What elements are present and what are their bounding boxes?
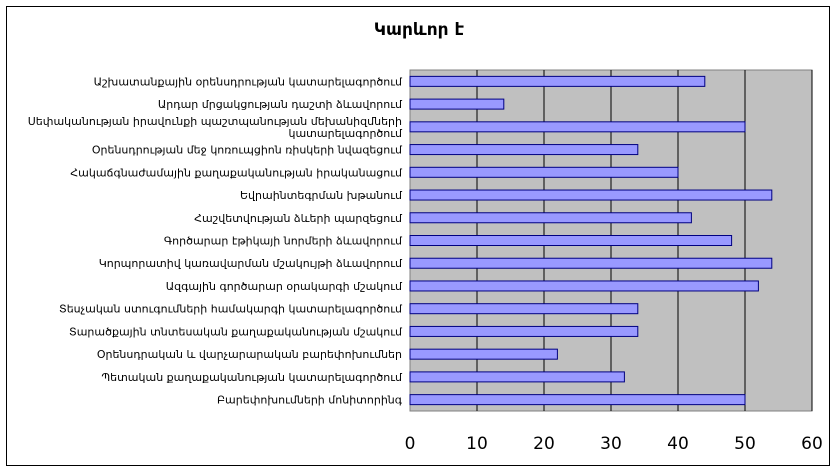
category-label: Բարեփոխումների մոնիտորինգ [217,394,403,407]
category-label: Հակաճգնաժամային քաղաքականության իրականաց… [70,166,403,179]
category-label: Աշխատանքային օրենսդրության կատարելագործո… [94,75,403,88]
category-label: Եվրաինտեգրման խթանում [240,189,403,202]
category-labels: Աշխատանքային օրենսդրության կատարելագործո… [28,75,403,406]
category-label: Տարածքային տնտեսական քաղաքականության մշա… [69,325,403,338]
category-label: Սեփականության իրավունքի պաշտպանության մե… [28,115,403,140]
x-tick-label: 30 [600,434,622,454]
x-tick-label: 20 [533,434,555,454]
x-tick-label: 0 [405,434,416,454]
chart-title: Կարևոր է [373,20,465,40]
bar [409,121,746,133]
category-label: Օրենսդրական և վարչարարական բարեփոխումներ [97,348,402,361]
x-tick-label: 50 [734,434,756,454]
bar [409,394,746,406]
category-label: Գործարար էթիկայի նորմերի ձևավորում [164,235,403,248]
category-label: Տեսչական ստուգումների համակարգի կատարելա… [59,303,403,316]
bar [409,325,639,337]
category-label: Օրենսդրության մեջ կոռուպցիոն ռիսկերի նվա… [92,144,403,157]
bars [409,75,773,406]
bar [409,303,639,315]
bar [409,371,625,383]
x-tick-label: 60 [801,434,823,454]
bar [409,166,679,178]
x-tick-label: 40 [667,434,689,454]
bar [409,212,692,224]
x-tick-label: 10 [466,434,488,454]
bar [409,235,733,246]
bar [409,257,773,269]
x-axis-tick-labels: 0 10 20 30 40 50 60 [405,434,823,454]
category-label: Ազգային գործարար օրակարգի մշակում [166,280,403,293]
bar [409,189,773,201]
bar [409,280,759,292]
bar [409,98,505,110]
category-label: Հաշվետվության ձևերի պարզեցում [194,212,403,225]
bar [409,144,639,156]
category-label: Արդար մրցակցության դաշտի ձևավորում [158,98,403,111]
bar [409,75,706,87]
category-label: Կորպորատիվ կառավարման մշակույթի ձևավորու… [99,257,403,270]
category-label: Պետական քաղաքականության կատարելագործում [101,371,403,384]
bar [409,348,558,360]
